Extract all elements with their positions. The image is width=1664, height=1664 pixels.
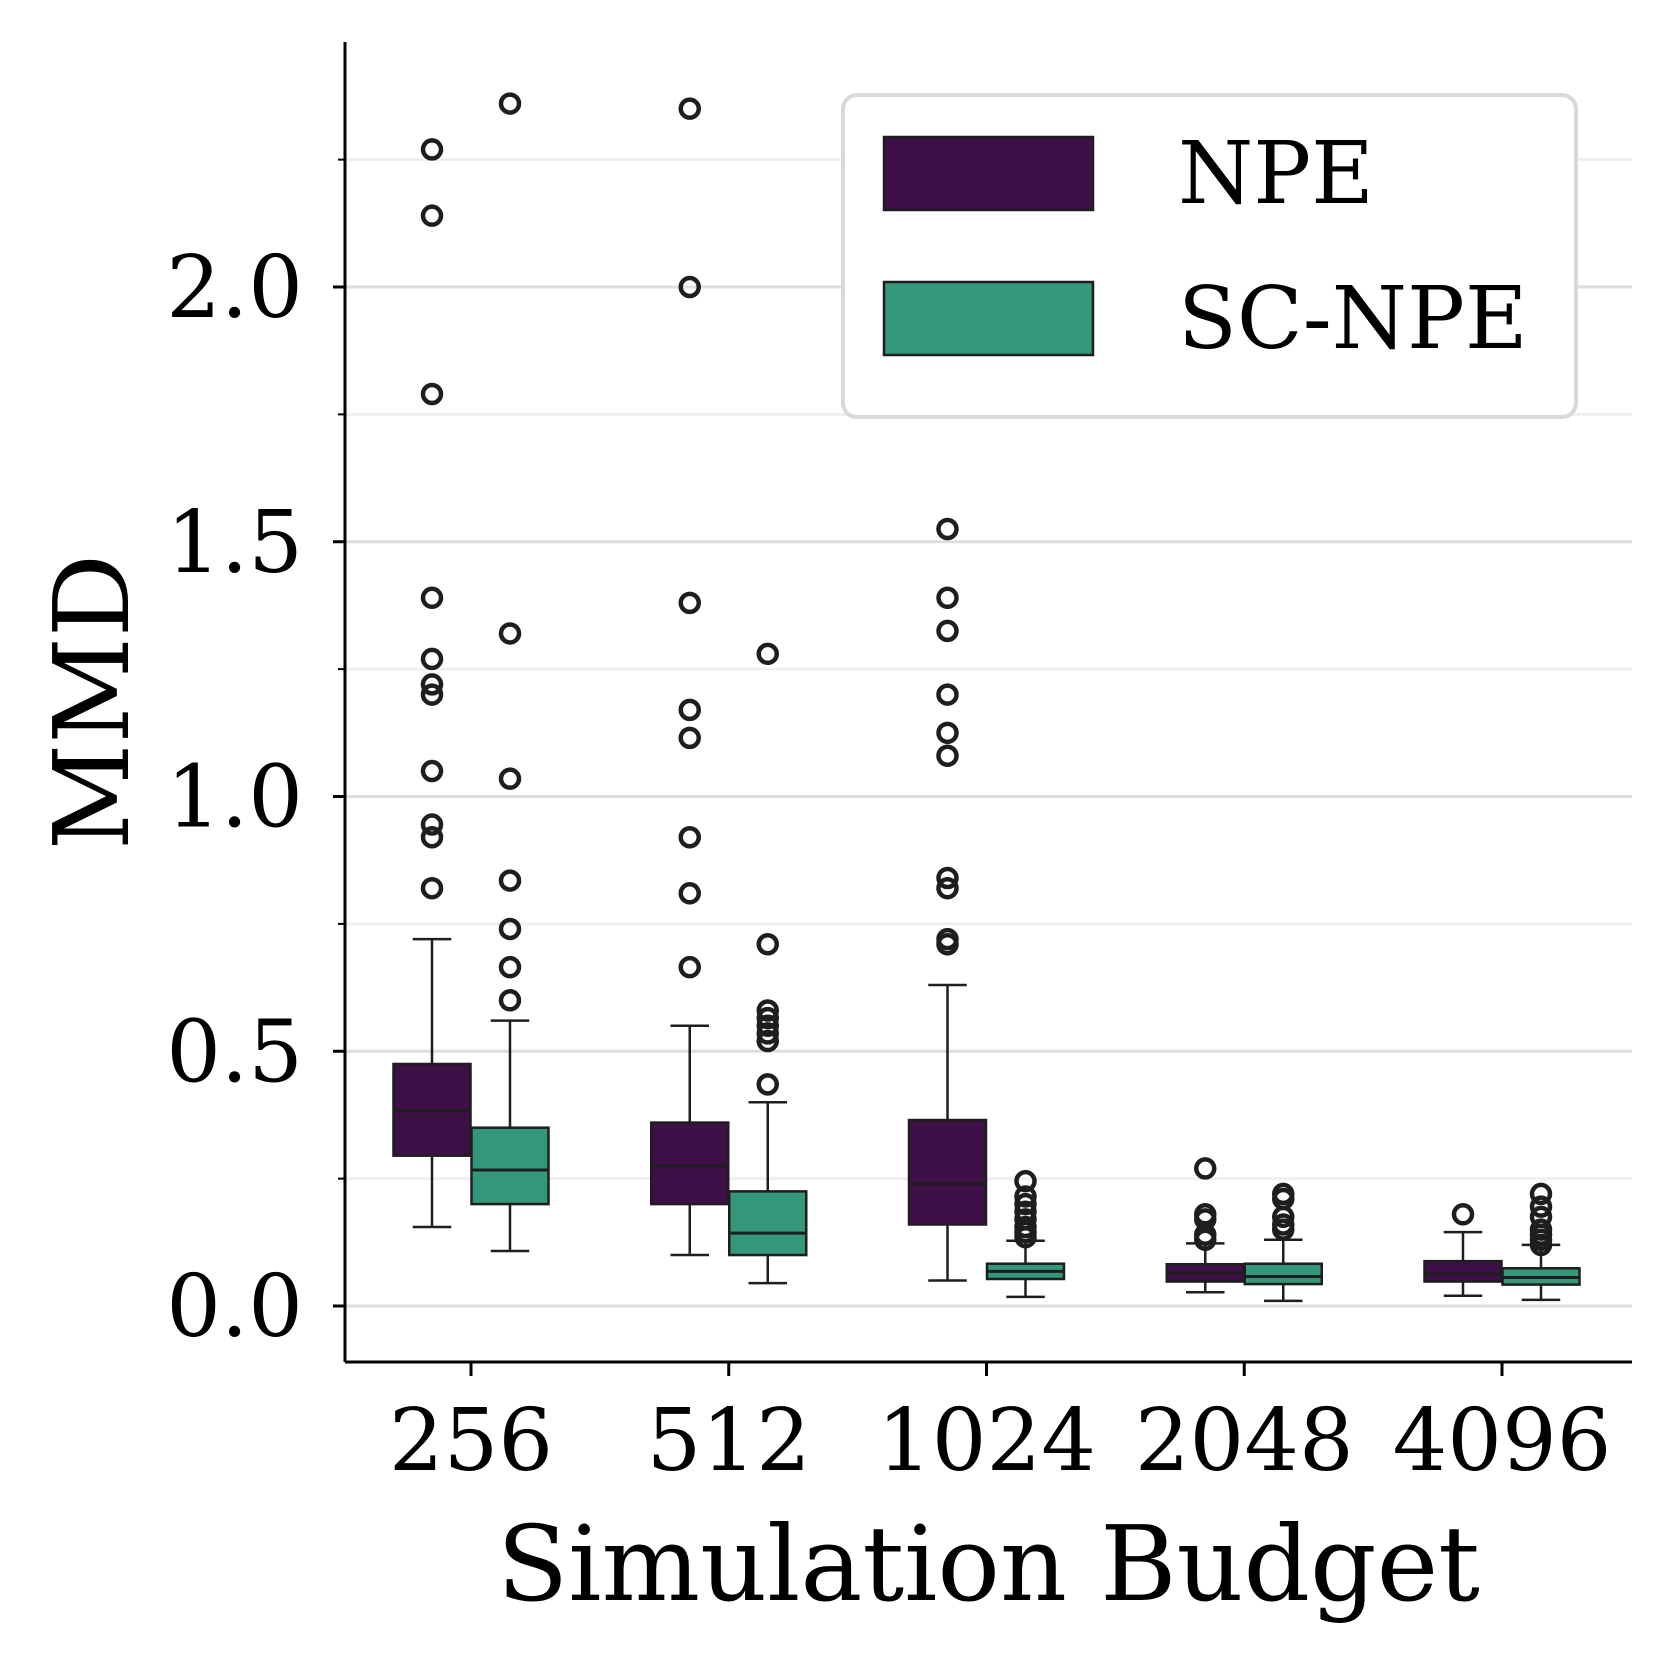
- box-sc-npe-1024: [985, 1169, 1066, 1299]
- outlier-point: [936, 744, 959, 767]
- outlier-point: [420, 673, 444, 696]
- outlier-point: [1529, 1205, 1553, 1229]
- outlier-point: [420, 759, 444, 783]
- outlier-point: [1529, 1182, 1553, 1206]
- outlier-point: [678, 275, 701, 299]
- outlier-point: [678, 698, 701, 722]
- iqr-box: [1423, 1259, 1503, 1283]
- outlier-point: [1194, 1157, 1217, 1180]
- outlier-point: [756, 1006, 779, 1030]
- outlier-point: [936, 876, 959, 900]
- outlier-point: [1194, 1203, 1217, 1226]
- outlier-point: [420, 382, 444, 406]
- outlier-point: [498, 955, 522, 979]
- outlier-point: [936, 927, 959, 951]
- outlier-point: [678, 826, 701, 849]
- y-axis-title: MMD: [31, 554, 153, 850]
- outlier-point: [1529, 1195, 1553, 1218]
- y-tick-label: 1.5: [166, 493, 303, 593]
- box-sc-npe-256: [470, 92, 550, 1253]
- outlier-point: [1272, 1213, 1295, 1236]
- box-npe-2048: [1165, 1157, 1245, 1294]
- iqr-box: [1243, 1262, 1323, 1286]
- legend-swatch-sc-npe: [882, 280, 1095, 357]
- outlier-point: [756, 933, 779, 956]
- x-tick-label: 512: [647, 1391, 811, 1491]
- outlier-point: [1014, 1208, 1037, 1231]
- outlier-point: [498, 869, 522, 892]
- outlier-point: [1014, 1200, 1037, 1223]
- iqr-box: [470, 1126, 550, 1206]
- outlier-point: [936, 683, 959, 706]
- outlier-point: [420, 138, 444, 161]
- outlier-point: [498, 92, 522, 115]
- outlier-point: [936, 586, 959, 610]
- y-tick-label: 0.0: [166, 1257, 303, 1357]
- outlier-point: [420, 826, 444, 849]
- outlier-point: [756, 1073, 779, 1096]
- iqr-box: [728, 1190, 808, 1257]
- outlier-point: [756, 1022, 779, 1045]
- outlier-point: [936, 866, 959, 890]
- outlier-point: [420, 683, 444, 706]
- iqr-box: [650, 1121, 730, 1206]
- outlier-point: [420, 813, 444, 836]
- y-tick-label: 2.0: [166, 238, 303, 338]
- outlier-point: [1529, 1218, 1553, 1241]
- outlier-point: [1014, 1192, 1037, 1216]
- legend-swatch-npe: [882, 135, 1095, 212]
- outlier-point: [756, 999, 779, 1022]
- outlier-point: [420, 647, 444, 671]
- outlier-point: [420, 876, 444, 900]
- outlier-point: [1451, 1203, 1475, 1226]
- outlier-point: [678, 97, 701, 120]
- legend-label-sc-npe: SC-NPE: [1178, 269, 1528, 369]
- outlier-point: [936, 517, 959, 541]
- y-tick-label: 0.5: [166, 1002, 303, 1102]
- outlier-point: [498, 767, 522, 790]
- outlier-point: [420, 204, 444, 227]
- legend-label-npe: NPE: [1178, 124, 1374, 224]
- outlier-point: [756, 1029, 779, 1053]
- legend: NPE SC-NPE: [841, 93, 1578, 419]
- outlier-point: [678, 882, 701, 905]
- outlier-point: [1272, 1182, 1295, 1206]
- outlier-point: [936, 619, 959, 643]
- outlier-point: [936, 721, 959, 745]
- outlier-point: [1014, 1169, 1037, 1193]
- outlier-point: [678, 955, 701, 979]
- y-tick-label: 1.0: [166, 748, 303, 848]
- outlier-point: [498, 622, 522, 645]
- x-tick-label: 1024: [877, 1391, 1096, 1491]
- box-sc-npe-512: [728, 642, 808, 1285]
- x-tick-label: 2048: [1135, 1391, 1354, 1491]
- box-npe-1024: [907, 517, 988, 1282]
- ticks: 0.0 0.5 1.0 1.5 2.0 256 512 1024 2048 4096: [166, 158, 1612, 1491]
- box-plots: [392, 92, 1581, 1303]
- outlier-point: [1014, 1185, 1037, 1208]
- outlier-point: [498, 917, 522, 941]
- box-npe-4096: [1423, 1203, 1503, 1298]
- outlier-point: [678, 591, 701, 615]
- axes: [343, 42, 1632, 1364]
- outlier-point: [1194, 1223, 1217, 1246]
- outlier-point: [756, 642, 779, 666]
- outlier-point: [756, 1014, 779, 1038]
- x-tick-label: 4096: [1393, 1391, 1612, 1491]
- box-sc-npe-2048: [1243, 1182, 1323, 1303]
- iqr-box: [907, 1118, 988, 1226]
- outlier-point: [420, 586, 444, 610]
- outlier-point: [678, 726, 701, 750]
- outlier-point: [1014, 1215, 1037, 1239]
- box-sc-npe-4096: [1501, 1182, 1581, 1302]
- box-npe-256: [392, 138, 472, 1229]
- x-axis-title: Simulation Budget: [497, 1503, 1480, 1625]
- outlier-point: [498, 989, 522, 1012]
- box-npe-512: [650, 97, 730, 1257]
- x-tick-label: 256: [389, 1391, 553, 1491]
